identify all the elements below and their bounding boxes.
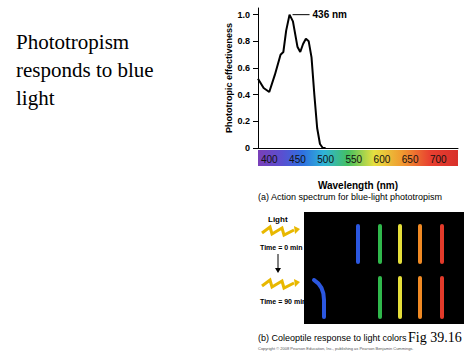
svg-text:1.0: 1.0 <box>237 10 250 20</box>
svg-text:436 nm: 436 nm <box>313 9 348 20</box>
html-text:Phototropism responds to blue: Phototropism responds to blue light <box>16 30 154 110</box>
svg-text:0.6: 0.6 <box>237 63 250 73</box>
html-text:(a) Action spectrum for blue-l: (a) Action spectrum for blue-light photo… <box>258 192 443 202</box>
svg-text:450: 450 <box>289 154 306 165</box>
svg-text:650: 650 <box>402 154 419 165</box>
svg-text:Time = 0 min: Time = 0 min <box>260 244 302 251</box>
svg-text:0.8: 0.8 <box>237 36 250 46</box>
svg-text:550: 550 <box>345 154 362 165</box>
svg-text:400: 400 <box>261 154 278 165</box>
svg-text:600: 600 <box>374 154 391 165</box>
svg-text:500: 500 <box>317 154 334 165</box>
svg-text:Wavelength (nm): Wavelength (nm) <box>318 180 398 191</box>
svg-text:Phototropic effectiveness: Phototropic effectiveness <box>224 23 234 133</box>
svg-text:Light: Light <box>268 215 288 224</box>
svg-text:700: 700 <box>430 154 447 165</box>
svg-text:0: 0 <box>245 143 250 153</box>
svg-text:Time = 90 min: Time = 90 min <box>260 298 306 305</box>
svg-text:0.2: 0.2 <box>237 116 250 126</box>
html-text:Copyright © 2008 Pearson Educa: Copyright © 2008 Pearson Education, Inc.… <box>258 346 414 351</box>
html-text:(b) Coleoptile response to lig: (b) Coleoptile response to light colorsF… <box>258 330 462 345</box>
svg-text:0.4: 0.4 <box>237 90 250 100</box>
